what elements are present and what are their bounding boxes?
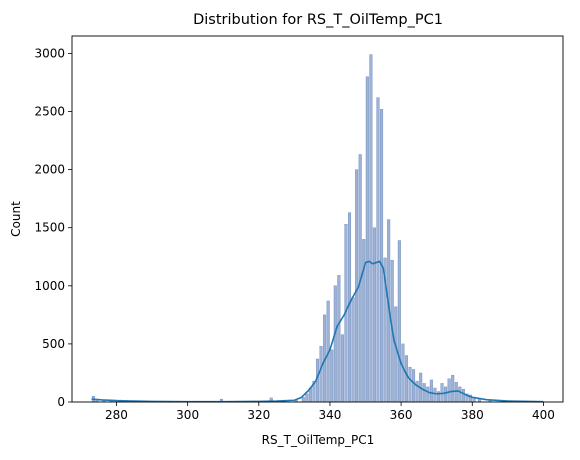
chart-title: Distribution for RS_T_OilTemp_PC1 (193, 12, 443, 28)
histogram-bar (369, 54, 373, 403)
histogram-bar (444, 386, 448, 403)
y-axis-label: Count (9, 201, 23, 237)
y-tick-label: 0 (57, 395, 65, 409)
histogram-bar (330, 349, 334, 403)
y-tick-label: 3000 (34, 46, 65, 60)
histogram-bar (454, 382, 458, 403)
kde-curve (91, 260, 544, 403)
histogram-bar (333, 285, 337, 403)
histogram-bar (447, 378, 451, 403)
x-tick-label: 340 (318, 408, 341, 422)
x-tick-label: 400 (532, 408, 555, 422)
histogram-bar (305, 393, 309, 403)
y-tick-label: 2000 (34, 163, 65, 177)
histogram-bar (451, 375, 455, 403)
histogram-bar (461, 389, 465, 403)
kde-curve-layer (91, 260, 544, 403)
plot-frame (71, 35, 564, 403)
y-tick-label: 1000 (34, 279, 65, 293)
y-tick-label: 2500 (34, 105, 65, 119)
histogram-bar (401, 343, 405, 403)
histogram-bar (408, 366, 412, 403)
histogram-bar (422, 383, 426, 403)
histogram-bars (91, 54, 544, 403)
y-tick-label: 500 (42, 337, 65, 351)
histogram-bar (394, 306, 398, 403)
histogram-bar (365, 76, 369, 403)
x-axis-ticks: 280 300 320 340 360 380 400 (105, 402, 555, 422)
y-axis-ticks: 0 500 1000 1500 2000 2500 3000 (34, 46, 72, 409)
x-tick-label: 300 (176, 408, 199, 422)
histogram-bar (337, 275, 341, 403)
x-axis-label: RS_T_OilTemp_PC1 (262, 433, 375, 447)
histogram-bar (433, 387, 437, 403)
x-tick-label: 280 (105, 408, 128, 422)
histogram-bar (380, 108, 384, 403)
histogram-bar (412, 369, 416, 403)
histogram-bar (301, 397, 305, 403)
histogram-bar (376, 97, 380, 403)
histogram-bar (458, 386, 462, 403)
histogram-bar (429, 379, 433, 403)
histogram-bar (355, 169, 359, 403)
histogram-bar (426, 386, 430, 403)
histogram-bar (372, 227, 376, 403)
y-tick-label: 1500 (34, 221, 65, 235)
histogram-bar (340, 334, 344, 403)
histogram-bar (351, 297, 355, 403)
x-tick-label: 360 (390, 408, 413, 422)
histogram-bar (404, 355, 408, 403)
histogram-bar (319, 346, 323, 403)
histogram-bar (397, 240, 401, 403)
x-tick-label: 320 (247, 408, 270, 422)
x-tick-label: 380 (461, 408, 484, 422)
